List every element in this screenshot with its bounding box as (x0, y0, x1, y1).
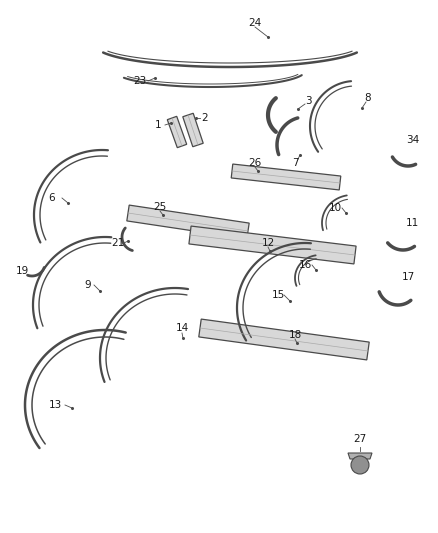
Text: 17: 17 (401, 272, 415, 282)
Text: 7: 7 (292, 158, 298, 168)
Text: 25: 25 (153, 202, 166, 212)
Text: 1: 1 (155, 120, 161, 130)
Text: 14: 14 (175, 323, 189, 333)
Text: 8: 8 (365, 93, 371, 103)
Text: 12: 12 (261, 238, 275, 248)
Polygon shape (167, 116, 187, 148)
Text: 9: 9 (85, 280, 91, 290)
Text: 15: 15 (272, 290, 285, 300)
Polygon shape (231, 164, 341, 190)
Text: 16: 16 (298, 260, 311, 270)
Text: 24: 24 (248, 18, 261, 28)
Text: 19: 19 (15, 266, 28, 276)
Text: 26: 26 (248, 158, 261, 168)
Text: 3: 3 (305, 96, 311, 106)
Text: 2: 2 (201, 113, 208, 123)
Text: 6: 6 (49, 193, 55, 203)
Polygon shape (189, 226, 356, 264)
Text: 27: 27 (353, 434, 367, 444)
Polygon shape (183, 113, 203, 147)
Polygon shape (199, 319, 369, 360)
Polygon shape (348, 453, 372, 459)
Polygon shape (127, 205, 249, 239)
Text: 18: 18 (288, 330, 302, 340)
Circle shape (351, 456, 369, 474)
Text: 10: 10 (328, 203, 342, 213)
Text: 23: 23 (134, 76, 147, 86)
Text: 11: 11 (406, 218, 419, 228)
Text: 21: 21 (111, 238, 125, 248)
Text: 13: 13 (48, 400, 62, 410)
Text: 34: 34 (406, 135, 420, 145)
